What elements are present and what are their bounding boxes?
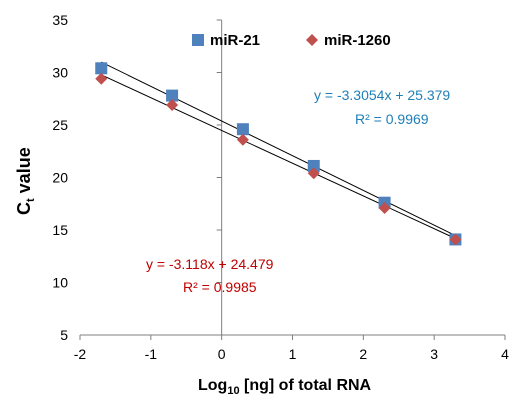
data-points (95, 62, 462, 246)
x-tick-label: 1 (289, 346, 297, 362)
x-tick-label: -1 (145, 346, 158, 362)
y-tick-label: 20 (52, 170, 68, 186)
trendline-equations: y = -3.3054x + 25.379 R² = 0.9969 y = -3… (146, 87, 450, 295)
y-axis-title-subscript: t (25, 198, 37, 202)
data-point-mir-1260 (166, 99, 179, 112)
data-point-mir-1260 (236, 133, 249, 146)
legend: miR-21 miR-1260 (192, 32, 391, 49)
x-tick-label: 3 (430, 346, 438, 362)
r-squared-mir-1260: R² = 0.9985 (183, 279, 257, 295)
equation-mir-21: y = -3.3054x + 25.379 (314, 87, 450, 103)
data-point-mir-1260 (378, 201, 391, 214)
legend-label-mir-21: miR-21 (210, 32, 260, 49)
trendline-mir-1260 (101, 74, 456, 239)
r-squared-mir-21: R² = 0.9969 (355, 111, 429, 127)
legend-label-mir-1260: miR-1260 (324, 32, 391, 49)
x-axis-title-subscript: 10 (227, 385, 239, 397)
data-point-mir-21 (95, 62, 108, 75)
legend-marker-mir-21 (192, 34, 204, 46)
y-tick-label: 30 (52, 65, 68, 81)
data-point-mir-21 (166, 89, 179, 102)
x-tick-label: 0 (218, 346, 226, 362)
x-axis-title-main: Log (198, 377, 227, 394)
trendline-mir-21 (101, 61, 456, 237)
x-tick-label: -2 (74, 346, 87, 362)
y-tick-label: 15 (52, 222, 68, 238)
x-tick-label: 4 (501, 346, 509, 362)
y-axis-title-main: C (14, 202, 34, 215)
data-point-mir-1260 (307, 167, 320, 180)
y-axis-title-rest: value (14, 147, 34, 198)
axes: 5 10 15 20 25 30 35 -2 -1 0 1 2 3 4 (52, 12, 509, 362)
x-axis-title-rest: [ng] of total RNA (240, 377, 372, 394)
y-tick-label: 10 (52, 275, 68, 291)
equation-mir-1260: y = -3.118x + 24.479 (146, 256, 274, 272)
x-tick-label: 2 (359, 346, 367, 362)
data-point-mir-1260 (95, 72, 108, 85)
legend-marker-mir-1260 (306, 34, 318, 46)
trendlines (101, 61, 456, 239)
y-tick-label: 35 (52, 12, 68, 28)
y-axis-title: Ct value (14, 147, 37, 215)
data-point-mir-21 (307, 159, 320, 172)
y-tick-label: 5 (60, 327, 68, 343)
data-point-mir-21 (236, 123, 249, 136)
data-point-mir-1260 (449, 233, 462, 246)
x-axis-title: Log10 [ng] of total RNA (198, 377, 372, 397)
y-tick-label: 25 (52, 117, 68, 133)
